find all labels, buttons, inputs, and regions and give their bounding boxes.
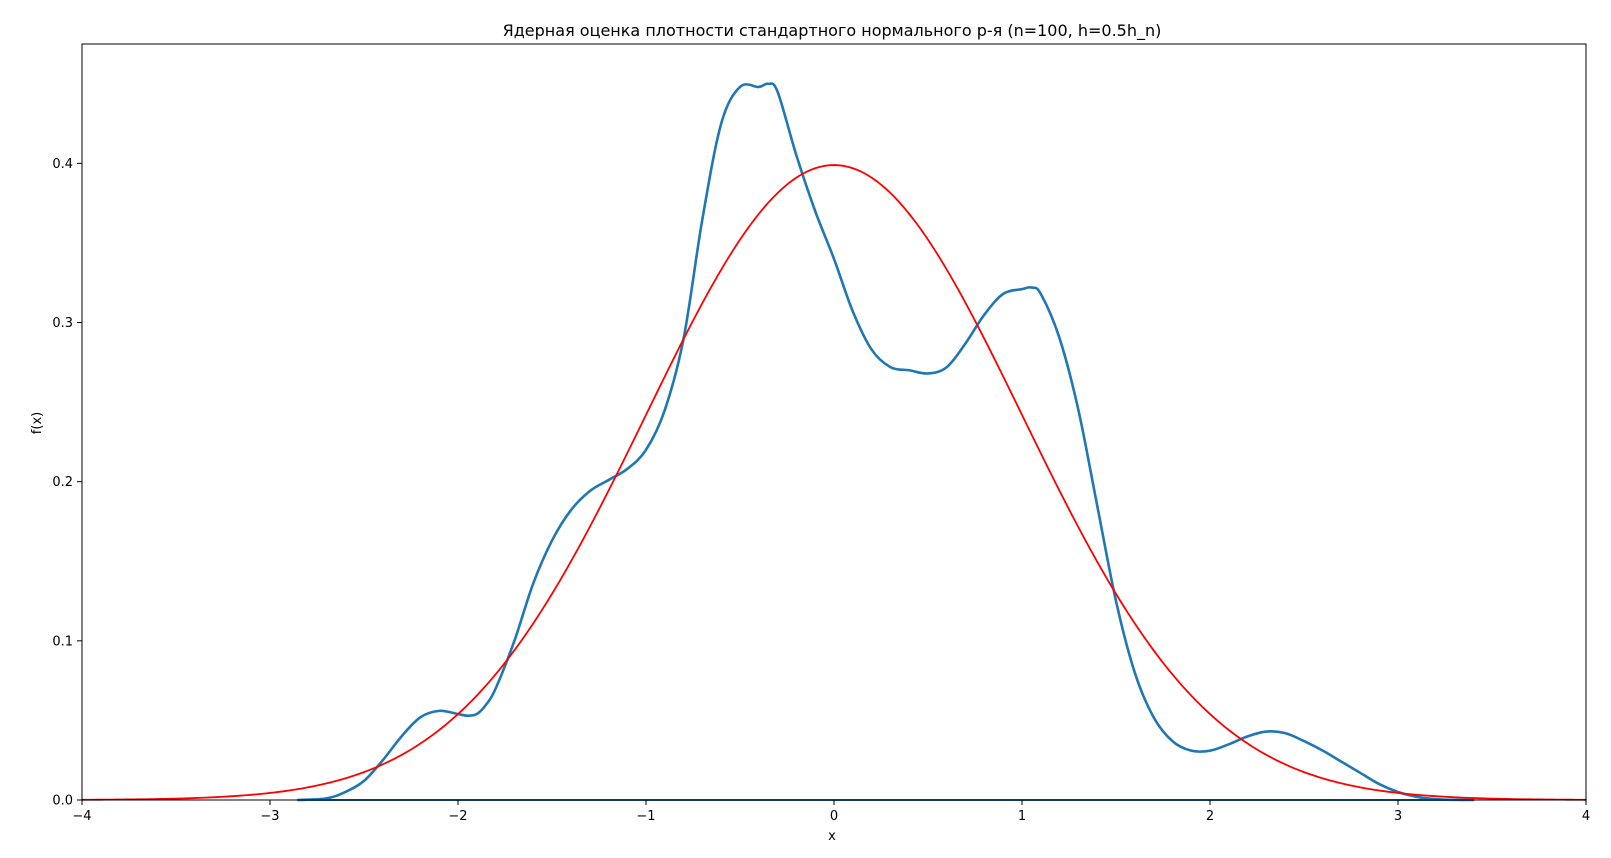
x-tick-label: 0 bbox=[830, 809, 838, 824]
y-axis-ticks: 0.0 0.1 0.2 0.3 0.4 bbox=[52, 157, 82, 809]
normal-density-line bbox=[81, 164, 1587, 801]
x-axis-ticks: −4 −3 −2 −1 0 1 2 3 4 bbox=[72, 800, 1590, 824]
plot-area: −4 −3 −2 −1 0 1 2 3 4 0.0 0.1 0.2 0.3 0.4 bbox=[52, 43, 1590, 824]
x-tick-label: −2 bbox=[448, 809, 467, 824]
x-tick-label: 3 bbox=[1394, 809, 1402, 824]
x-axis-label: x bbox=[828, 829, 836, 844]
y-tick-label: 0.3 bbox=[52, 316, 73, 331]
y-tick-label: 0.1 bbox=[52, 634, 73, 649]
x-tick-label: 4 bbox=[1582, 809, 1590, 824]
kde-line bbox=[296, 82, 1475, 802]
chart-title: Ядерная оценка плотности стандартного но… bbox=[503, 21, 1162, 41]
y-tick-label: 0.2 bbox=[52, 475, 73, 490]
x-tick-label: 2 bbox=[1206, 809, 1214, 824]
x-tick-label: −4 bbox=[72, 809, 91, 824]
x-tick-label: 1 bbox=[1018, 809, 1026, 824]
y-tick-label: 0.0 bbox=[52, 794, 73, 809]
x-tick-label: −1 bbox=[636, 809, 655, 824]
y-tick-label: 0.4 bbox=[52, 157, 73, 172]
y-axis-label: f(x) bbox=[30, 412, 45, 434]
x-tick-label: −3 bbox=[260, 809, 279, 824]
